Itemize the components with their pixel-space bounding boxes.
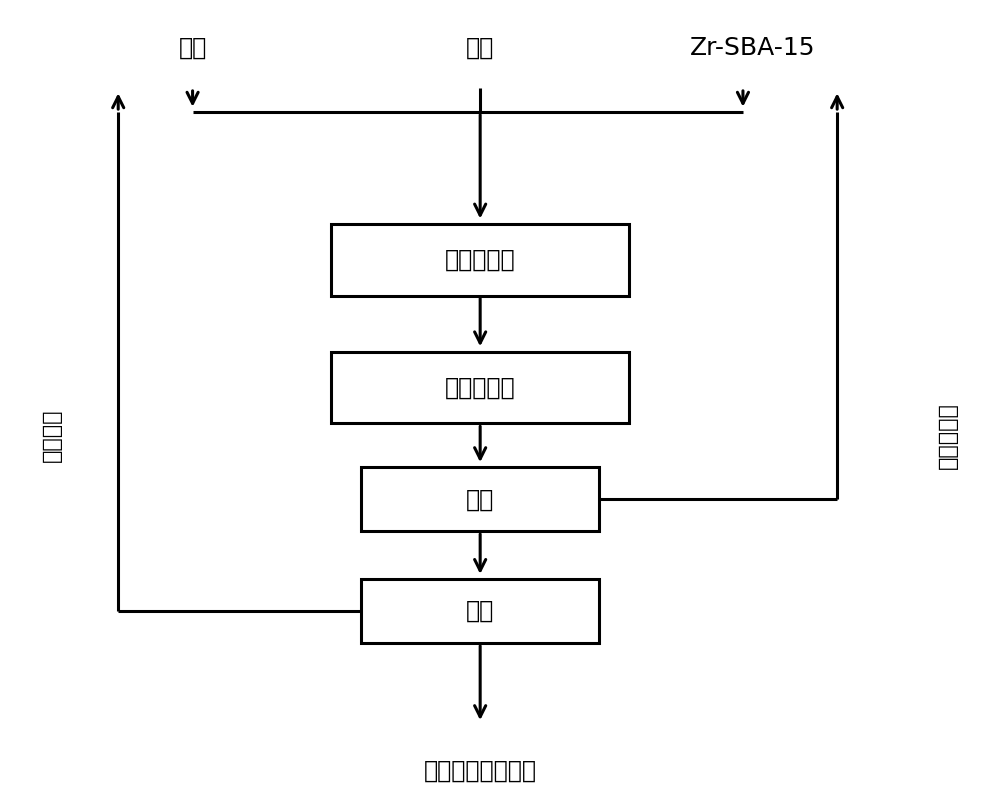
Text: 冷却至室温: 冷却至室温	[445, 375, 515, 399]
Bar	[331, 352, 629, 424]
Text: 甲醇回用: 甲醇回用	[42, 408, 62, 462]
Bar	[361, 579, 599, 643]
Text: 一锅法反应: 一锅法反应	[445, 248, 515, 272]
Text: 催化剂回用: 催化剂回用	[938, 402, 958, 469]
Text: 过滤: 过滤	[466, 487, 494, 512]
Text: Zr-SBA-15: Zr-SBA-15	[690, 36, 816, 60]
Text: 糠醛: 糠醛	[466, 36, 494, 60]
Bar	[361, 467, 599, 531]
Text: 蒸馏: 蒸馏	[466, 599, 494, 623]
Text: 甲醇: 甲醇	[178, 36, 207, 60]
Text: 乙酰丙酸甲酯产品: 乙酰丙酸甲酯产品	[424, 759, 537, 783]
Bar	[331, 224, 629, 295]
